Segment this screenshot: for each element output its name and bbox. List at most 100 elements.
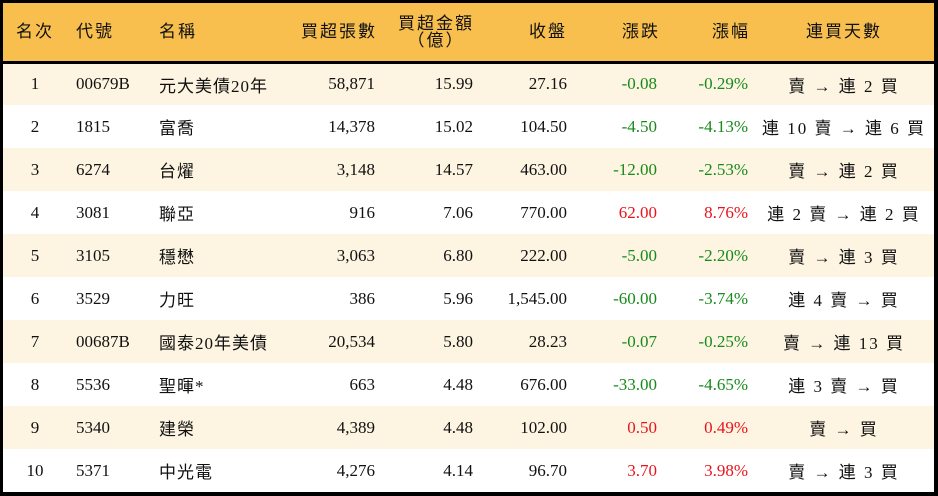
header-net-buy-amount-line1: 買超金額 <box>398 13 474 33</box>
cell-change: -12.00 <box>613 159 657 179</box>
cell-change: 62.00 <box>618 202 657 222</box>
cell-change-pct: -4.65% <box>698 374 748 394</box>
cell-change-pct: -2.53% <box>698 159 748 179</box>
table-row[interactable]: 5 3105 穩懋 3,063 6.80 222.00 -5.00 -2.20%… <box>3 234 934 277</box>
header-rank: 名次 <box>16 22 54 42</box>
cell-net-buy-amount: 5.80 <box>443 331 473 351</box>
cell-close: 102.00 <box>520 417 567 437</box>
cell-rank: 2 <box>30 116 40 136</box>
cell-net-buy-amount: 15.02 <box>434 116 473 136</box>
cell-net-buy-lots: 14,378 <box>328 116 375 136</box>
cell-close: 104.50 <box>520 116 567 136</box>
cell-rank: 1 <box>30 74 40 94</box>
cell-change: -0.08 <box>621 74 657 94</box>
cell-change-pct: 3.98% <box>704 460 748 480</box>
cell-change-pct: -2.20% <box>698 245 748 265</box>
cell-streak: 賣 → 連 13 買 <box>783 334 905 353</box>
cell-net-buy-amount: 5.96 <box>443 288 473 308</box>
cell-close: 463.00 <box>520 159 567 179</box>
cell-name: 穩懋 <box>159 248 195 267</box>
cell-code: 3081 <box>76 202 110 222</box>
cell-code: 00679B <box>76 74 130 94</box>
header-net-buy-lots: 買超張數 <box>301 22 377 42</box>
table-header-row: 名次 代號 名稱 買超張數 買超金額 （億） 收盤 漲跌 漲幅 連買天數 <box>3 3 934 62</box>
cell-net-buy-lots: 386 <box>349 288 376 308</box>
cell-code: 00687B <box>76 331 130 351</box>
cell-net-buy-amount: 14.57 <box>434 159 473 179</box>
cell-code: 5340 <box>76 417 110 437</box>
table-row[interactable]: 6 3529 力旺 386 5.96 1,545.00 -60.00 -3.74… <box>3 277 934 320</box>
cell-change: -33.00 <box>613 374 657 394</box>
cell-change-pct: 8.76% <box>704 202 748 222</box>
cell-name: 元大美債20年 <box>159 76 268 96</box>
cell-rank: 8 <box>30 374 40 394</box>
cell-code: 1815 <box>76 116 110 136</box>
cell-close: 27.16 <box>528 74 567 94</box>
header-change-pct: 漲幅 <box>712 22 750 42</box>
cell-change: 3.70 <box>627 460 657 480</box>
cell-name: 建榮 <box>159 420 195 439</box>
cell-name: 富喬 <box>159 119 195 138</box>
cell-name: 力旺 <box>159 291 195 310</box>
header-streak: 連買天數 <box>806 22 882 42</box>
header-code: 代號 <box>76 22 114 42</box>
table-body: 1 00679B 元大美債20年 58,871 15.99 27.16 -0.0… <box>3 62 934 492</box>
header-change: 漲跌 <box>622 22 660 42</box>
cell-name: 國泰20年美債 <box>159 334 268 353</box>
cell-net-buy-amount: 7.06 <box>443 202 473 222</box>
cell-streak: 賣 → 買 <box>809 420 879 439</box>
cell-net-buy-lots: 4,389 <box>336 417 375 437</box>
cell-code: 6274 <box>76 159 110 179</box>
cell-name: 中光電 <box>159 463 213 482</box>
cell-net-buy-amount: 4.14 <box>443 460 473 480</box>
cell-rank: 7 <box>30 331 40 351</box>
cell-change-pct: -0.25% <box>698 331 748 351</box>
cell-change: -60.00 <box>613 288 657 308</box>
cell-rank: 3 <box>30 159 40 179</box>
cell-streak: 連 10 賣 → 連 6 買 <box>762 119 926 138</box>
cell-change: -4.50 <box>621 116 657 136</box>
cell-net-buy-amount: 6.80 <box>443 245 473 265</box>
cell-change: -5.00 <box>621 245 657 265</box>
cell-close: 770.00 <box>520 202 567 222</box>
cell-net-buy-amount: 15.99 <box>434 74 473 94</box>
table-row[interactable]: 4 3081 聯亞 916 7.06 770.00 62.00 8.76% 連 … <box>3 191 934 234</box>
cell-change-pct: 0.49% <box>704 417 748 437</box>
cell-code: 5536 <box>76 374 110 394</box>
cell-change-pct: -0.29% <box>698 74 748 94</box>
cell-change-pct: -3.74% <box>698 288 748 308</box>
table-row[interactable]: 3 6274 台燿 3,148 14.57 463.00 -12.00 -2.5… <box>3 148 934 191</box>
table-row[interactable]: 2 1815 富喬 14,378 15.02 104.50 -4.50 -4.1… <box>3 105 934 148</box>
cell-streak: 連 4 賣 → 買 <box>788 291 900 310</box>
cell-streak: 賣 → 連 3 買 <box>788 248 900 267</box>
cell-rank: 10 <box>26 460 44 480</box>
cell-close: 222.00 <box>520 245 567 265</box>
table-row[interactable]: 1 00679B 元大美債20年 58,871 15.99 27.16 -0.0… <box>3 62 934 105</box>
table-row[interactable]: 10 5371 中光電 4,276 4.14 96.70 3.70 3.98% … <box>3 449 934 492</box>
net-buy-ranking-table: 名次 代號 名稱 買超張數 買超金額 （億） 收盤 漲跌 漲幅 連買天數 1 0… <box>3 3 934 492</box>
cell-code: 3105 <box>76 245 110 265</box>
cell-streak: 賣 → 連 2 買 <box>788 76 900 96</box>
cell-rank: 6 <box>30 288 40 308</box>
cell-streak: 賣 → 連 3 買 <box>788 463 900 482</box>
cell-code: 5371 <box>76 460 110 480</box>
cell-net-buy-lots: 916 <box>349 202 376 222</box>
cell-close: 1,545.00 <box>507 288 568 308</box>
cell-name: 台燿 <box>159 162 195 181</box>
table-row[interactable]: 9 5340 建榮 4,389 4.48 102.00 0.50 0.49% 賣… <box>3 406 934 449</box>
cell-net-buy-amount: 4.48 <box>443 417 473 437</box>
cell-streak: 賣 → 連 2 買 <box>788 162 900 181</box>
cell-streak: 連 2 賣 → 連 2 買 <box>767 205 921 224</box>
cell-net-buy-lots: 20,534 <box>328 331 375 351</box>
cell-close: 96.70 <box>528 460 567 480</box>
header-close: 收盤 <box>529 22 567 42</box>
cell-rank: 9 <box>30 417 40 437</box>
cell-change: -0.07 <box>621 331 657 351</box>
cell-rank: 5 <box>30 245 40 265</box>
cell-close: 676.00 <box>520 374 567 394</box>
cell-net-buy-lots: 58,871 <box>328 74 375 94</box>
table-row[interactable]: 7 00687B 國泰20年美債 20,534 5.80 28.23 -0.07… <box>3 320 934 363</box>
table-row[interactable]: 8 5536 聖暉* 663 4.48 676.00 -33.00 -4.65%… <box>3 363 934 406</box>
header-name: 名稱 <box>159 22 197 42</box>
